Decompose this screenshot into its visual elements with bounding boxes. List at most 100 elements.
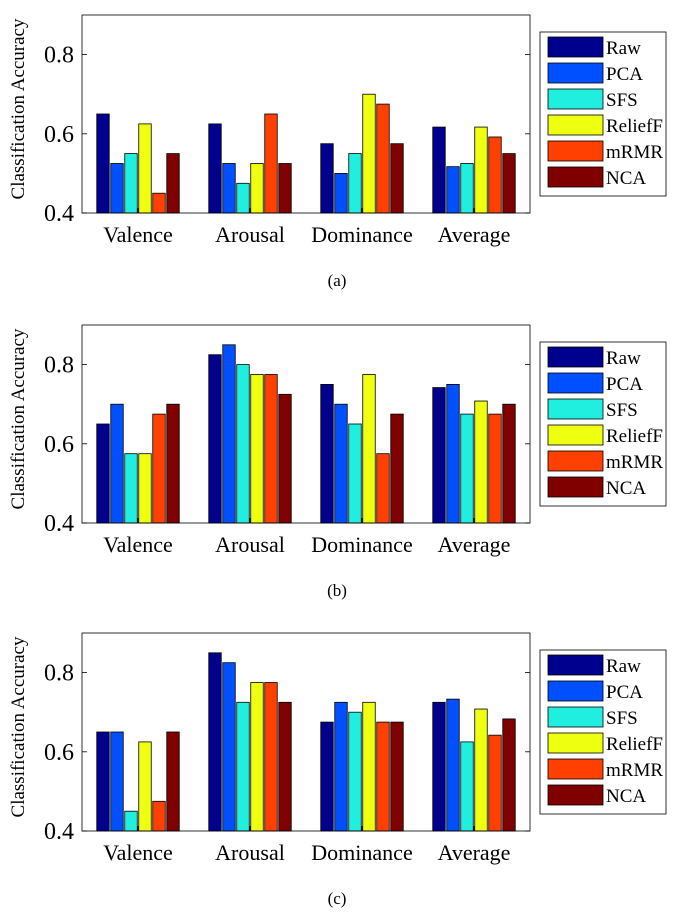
legend-label-mrmr: mRMR [606,452,663,473]
bar-raw-average [432,387,446,524]
bar-relieff-valence [138,741,152,832]
bar-pca-average [446,384,460,524]
legend-swatch-relieff [547,424,604,446]
legend-swatch-raw [547,36,604,58]
chart-panel-b: 0.4 0.6 0.8 Valence Arousal Dominance Average C… [0,310,673,610]
bar-sfs-dominance [348,711,362,832]
figure-caption: (b) [327,581,347,600]
legend-swatch-relieff [547,732,604,754]
bar-relieff-average [474,126,488,214]
bar-chart-b: 0.4 0.6 0.8 Valence Arousal Dominance Average C… [8,324,667,600]
legend-label-raw: Raw [606,38,641,59]
x-tick-label: Valence [103,840,173,865]
bar-pca-average [446,698,460,832]
legend-label-sfs: SFS [606,400,638,421]
bar-relieff-dominance [362,701,376,832]
x-tick-label: Valence [103,222,173,247]
bar-nca-valence [166,153,180,214]
legend-label-sfs: SFS [606,90,638,111]
bar-pca-valence [110,731,124,832]
bar-relieff-average [474,708,488,832]
legend-swatch-nca [547,784,604,806]
bar-pca-valence [110,403,124,524]
bar-sfs-dominance [348,423,362,524]
legend-swatch-mrmr [547,758,604,780]
bar-pca-dominance [334,403,348,524]
y-axis-label: Classification Accuracy [8,18,29,199]
bar-nca-arousal [278,163,292,214]
legend-swatch-pca [547,372,604,394]
y-axis-label: Classification Accuracy [8,636,29,817]
y-tick-label: 0.8 [44,353,74,379]
bar-raw-dominance [320,384,334,524]
bar-raw-arousal [208,652,222,832]
legend-label-nca: NCA [606,168,646,189]
bar-mrmr-valence [152,800,166,832]
bar-mrmr-valence [152,413,166,524]
legend-swatch-nca [547,476,604,498]
bar-nca-average [502,718,516,832]
bar-pca-valence [110,163,124,214]
bar-mrmr-valence [152,192,166,214]
legend-swatch-pca [547,62,604,84]
bar-pca-dominance [334,172,348,214]
bar-sfs-arousal [236,701,250,832]
x-tick-label: Valence [103,532,173,557]
legend-label-pca: PCA [606,374,643,395]
axes-box [81,14,531,214]
legend-label-mrmr: mRMR [606,142,663,163]
bar-pca-arousal [222,662,236,832]
bar-nca-dominance [390,413,404,524]
legend-label-raw: Raw [606,348,641,369]
bar-pca-arousal [222,163,236,214]
x-tick-label: Arousal [215,222,285,247]
bar-pca-average [446,166,460,214]
legend-label-pca: PCA [606,682,643,703]
legend-label-relieff: ReliefF [606,734,663,755]
legend-swatch-mrmr [547,140,604,162]
bar-raw-valence [96,731,110,832]
y-tick-label: 0.6 [44,740,74,766]
legend-swatch-sfs [547,88,604,110]
y-tick-label: 0.4 [44,201,74,227]
bar-pca-dominance [334,701,348,832]
legend-swatch-sfs [547,398,604,420]
bar-mrmr-arousal [264,113,278,214]
x-tick-label: Dominance [311,532,412,557]
bar-sfs-average [460,741,474,832]
bar-mrmr-average [488,413,502,524]
bar-mrmr-average [488,734,502,832]
bar-mrmr-arousal [264,682,278,832]
chart-panel-c: 0.4 0.6 0.8 Valence Arousal Dominance Average C… [0,618,673,918]
bar-nca-valence [166,403,180,524]
y-axis-label: Classification Accuracy [8,328,29,509]
legend-swatch-pca [547,680,604,702]
x-tick-label: Average [438,840,511,865]
x-tick-label: Average [438,222,511,247]
legend-label-raw: Raw [606,656,641,677]
bar-relieff-dominance [362,93,376,214]
bar-relieff-average [474,400,488,524]
bar-raw-dominance [320,143,334,214]
legend-label-relieff: ReliefF [606,116,663,137]
bar-chart-a: 0.4 0.6 0.8 Valence Arousal Dominance Average C… [8,14,667,290]
bar-raw-average [432,126,446,214]
bar-sfs-valence [124,810,138,832]
legend-swatch-raw [547,654,604,676]
bar-relieff-valence [138,123,152,214]
bar-nca-average [502,403,516,524]
figure-caption: (c) [328,889,347,908]
y-tick-label: 0.8 [44,43,74,69]
bar-sfs-valence [124,453,138,524]
legend-label-relieff: ReliefF [606,426,663,447]
bar-relieff-valence [138,453,152,524]
bar-mrmr-arousal [264,374,278,524]
y-tick-label: 0.6 [44,122,74,148]
bar-sfs-arousal [236,364,250,524]
y-tick-label: 0.4 [44,511,74,537]
legend-label-nca: NCA [606,786,646,807]
bar-nca-average [502,153,516,214]
bar-nca-valence [166,731,180,832]
bar-relieff-arousal [250,682,264,832]
bar-nca-dominance [390,721,404,832]
